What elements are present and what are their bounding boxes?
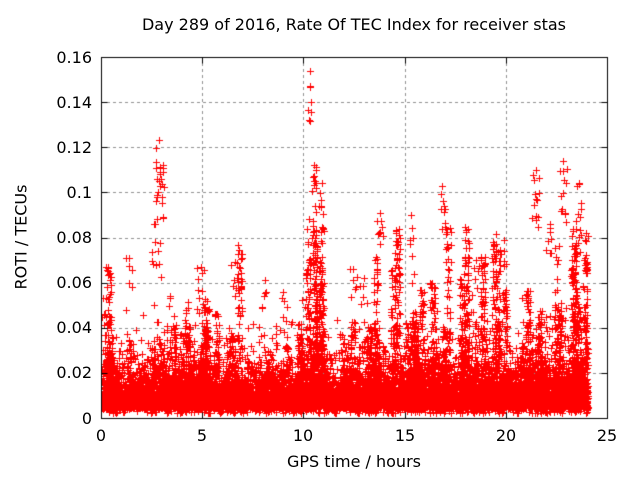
x-tick-label: 10 [292, 426, 314, 445]
y-tick-label: 0 [81, 409, 92, 428]
y-tick-label: 0.1 [66, 183, 92, 202]
x-axis-title: GPS time / hours [287, 452, 421, 471]
x-tick-label: 5 [196, 426, 208, 445]
y-tick-label: 0.06 [56, 273, 92, 292]
x-tick-label: 0 [95, 426, 107, 445]
y-tick-label: 0.14 [56, 93, 92, 112]
x-tick-label: 15 [394, 426, 416, 445]
y-tick-label: 0.12 [56, 138, 92, 157]
x-tick-label: 20 [495, 426, 517, 445]
chart-title: Day 289 of 2016, Rate Of TEC Index for r… [141, 15, 567, 34]
y-tick-label: 0.04 [56, 318, 92, 337]
y-tick-label: 0.02 [56, 363, 92, 382]
y-tick-label: 0.08 [56, 228, 92, 247]
y-tick-label: 0.16 [56, 48, 92, 67]
x-tick-label: 25 [596, 426, 618, 445]
